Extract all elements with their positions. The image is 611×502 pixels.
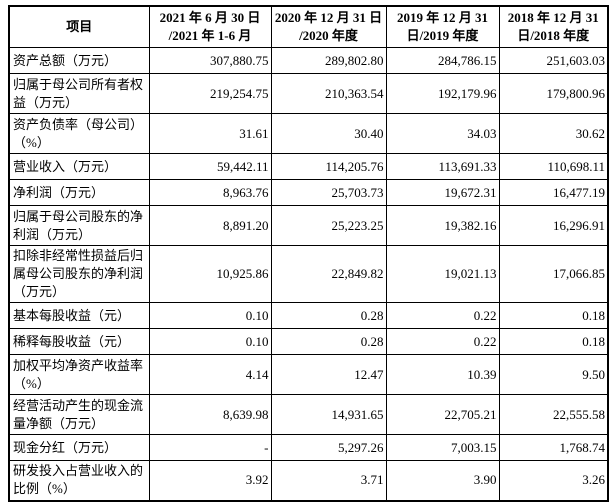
column-header-2020: 2020 年 12 月 31 日 /2020 年度 — [270, 5, 387, 48]
cell-value: 5,297.26 — [270, 434, 387, 461]
row-label: 现金分红（万元） — [8, 434, 150, 461]
cell-value: 10,925.86 — [148, 245, 272, 303]
cell-value: 284,786.15 — [385, 47, 500, 74]
cell-value: 8,963.76 — [148, 179, 272, 206]
cell-value: 22,849.82 — [270, 245, 387, 303]
column-header-2018: 2018 年 12 月 31 日/2018 年度 — [498, 5, 609, 48]
cell-value: 9.50 — [498, 354, 609, 395]
cell-value: 307,880.75 — [148, 47, 272, 74]
table-row: 归属于母公司股东的净利润（万元） 8,891.20 25,223.25 19,3… — [8, 205, 609, 246]
table-row: 净利润（万元） 8,963.76 25,703.73 19,672.31 16,… — [8, 179, 609, 206]
row-label: 资产负债率（母公司）（%） — [8, 113, 150, 154]
cell-value: 192,179.96 — [385, 73, 500, 114]
row-label: 资产总额（万元） — [8, 47, 150, 74]
cell-value: 30.62 — [498, 113, 609, 154]
cell-value: 22,555.58 — [498, 394, 609, 435]
row-label: 归属于母公司所有者权益（万元） — [8, 73, 150, 114]
cell-value: 4.14 — [148, 354, 272, 395]
row-label: 稀释每股收益（元） — [8, 328, 150, 355]
cell-value: - — [148, 434, 272, 461]
column-header-2019: 2019 年 12 月 31 日/2019 年度 — [385, 5, 500, 48]
cell-value: 31.61 — [148, 113, 272, 154]
financial-summary-table: 项目 2021 年 6 月 30 日 /2021 年 1-6 月 2020 年 … — [8, 5, 609, 502]
cell-value: 30.40 — [270, 113, 387, 154]
row-label: 营业收入（万元） — [8, 153, 150, 180]
row-label: 经营活动产生的现金流量净额（万元） — [8, 394, 150, 435]
cell-value: 113,691.33 — [385, 153, 500, 180]
table-row: 稀释每股收益（元） 0.10 0.28 0.22 0.18 — [8, 328, 609, 355]
column-header-2021: 2021 年 6 月 30 日 /2021 年 1-6 月 — [148, 5, 272, 48]
table-row: 经营活动产生的现金流量净额（万元） 8,639.98 14,931.65 22,… — [8, 394, 609, 435]
row-label: 研发投入占营业收入的比例（%） — [8, 460, 150, 501]
cell-value: 3.26 — [498, 460, 609, 501]
cell-value: 1,768.74 — [498, 434, 609, 461]
row-label: 加权平均净资产收益率（%） — [8, 354, 150, 395]
cell-value: 16,296.91 — [498, 205, 609, 246]
cell-value: 0.28 — [270, 302, 387, 329]
cell-value: 0.28 — [270, 328, 387, 355]
cell-value: 19,382.16 — [385, 205, 500, 246]
table-row: 营业收入（万元） 59,442.11 114,205.76 113,691.33… — [8, 153, 609, 180]
cell-value: 22,705.21 — [385, 394, 500, 435]
cell-value: 7,003.15 — [385, 434, 500, 461]
cell-value: 14,931.65 — [270, 394, 387, 435]
cell-value: 251,603.03 — [498, 47, 609, 74]
cell-value: 0.10 — [148, 302, 272, 329]
row-label: 扣除非经常性损益后归属母公司股东的净利润（万元） — [8, 245, 150, 303]
table-row: 现金分红（万元） - 5,297.26 7,003.15 1,768.74 — [8, 434, 609, 461]
table-row: 扣除非经常性损益后归属母公司股东的净利润（万元） 10,925.86 22,84… — [8, 245, 609, 303]
cell-value: 25,703.73 — [270, 179, 387, 206]
cell-value: 59,442.11 — [148, 153, 272, 180]
cell-value: 219,254.75 — [148, 73, 272, 114]
cell-value: 19,021.13 — [385, 245, 500, 303]
cell-value: 8,639.98 — [148, 394, 272, 435]
table-row: 加权平均净资产收益率（%） 4.14 12.47 10.39 9.50 — [8, 354, 609, 395]
cell-value: 3.90 — [385, 460, 500, 501]
cell-value: 3.71 — [270, 460, 387, 501]
cell-value: 19,672.31 — [385, 179, 500, 206]
cell-value: 0.18 — [498, 302, 609, 329]
row-label: 归属于母公司股东的净利润（万元） — [8, 205, 150, 246]
cell-value: 3.92 — [148, 460, 272, 501]
cell-value: 114,205.76 — [270, 153, 387, 180]
cell-value: 179,800.96 — [498, 73, 609, 114]
table-row: 研发投入占营业收入的比例（%） 3.92 3.71 3.90 3.26 — [8, 460, 609, 501]
cell-value: 210,363.54 — [270, 73, 387, 114]
cell-value: 16,477.19 — [498, 179, 609, 206]
cell-value: 10.39 — [385, 354, 500, 395]
row-label: 基本每股收益（元） — [8, 302, 150, 329]
cell-value: 25,223.25 — [270, 205, 387, 246]
cell-value: 0.22 — [385, 328, 500, 355]
table-row: 资产负债率（母公司）（%） 31.61 30.40 34.03 30.62 — [8, 113, 609, 154]
header-row: 项目 2021 年 6 月 30 日 /2021 年 1-6 月 2020 年 … — [8, 5, 609, 48]
cell-value: 289,802.80 — [270, 47, 387, 74]
cell-value: 0.10 — [148, 328, 272, 355]
row-label: 净利润（万元） — [8, 179, 150, 206]
cell-value: 34.03 — [385, 113, 500, 154]
cell-value: 8,891.20 — [148, 205, 272, 246]
table-row: 基本每股收益（元） 0.10 0.28 0.22 0.18 — [8, 302, 609, 329]
table-row: 归属于母公司所有者权益（万元） 219,254.75 210,363.54 19… — [8, 73, 609, 114]
financial-summary-table-container: 项目 2021 年 6 月 30 日 /2021 年 1-6 月 2020 年 … — [8, 5, 609, 502]
table-row: 资产总额（万元） 307,880.75 289,802.80 284,786.1… — [8, 47, 609, 74]
cell-value: 0.22 — [385, 302, 500, 329]
cell-value: 17,066.85 — [498, 245, 609, 303]
column-header-item: 项目 — [8, 5, 150, 48]
cell-value: 12.47 — [270, 354, 387, 395]
cell-value: 110,698.11 — [498, 153, 609, 180]
cell-value: 0.18 — [498, 328, 609, 355]
